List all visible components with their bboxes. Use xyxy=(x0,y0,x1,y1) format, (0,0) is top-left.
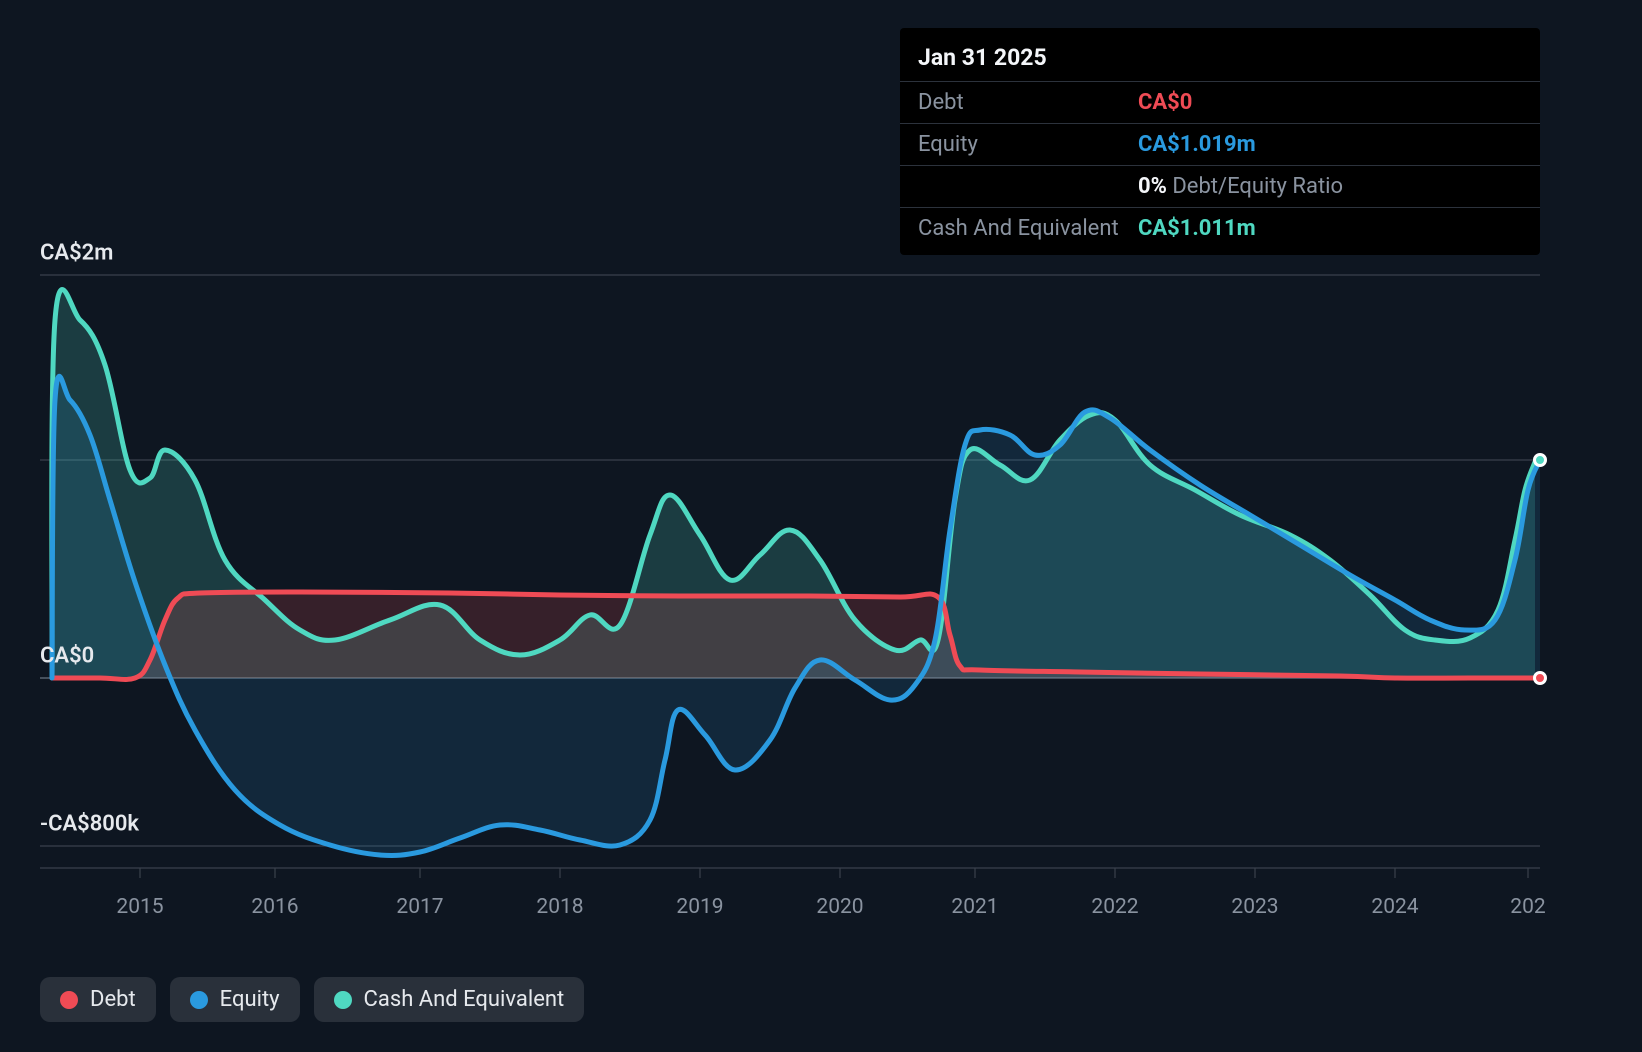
legend-item-equity[interactable]: Equity xyxy=(170,977,300,1022)
chart-legend: Debt Equity Cash And Equivalent xyxy=(40,977,584,1022)
tooltip-row: EquityCA$1.019m xyxy=(900,123,1540,165)
legend-item-debt[interactable]: Debt xyxy=(40,977,156,1022)
tooltip-row: Cash And EquivalentCA$1.011m xyxy=(900,207,1540,249)
equity-swatch-icon xyxy=(190,991,208,1009)
x-tick-label: 202 xyxy=(1510,895,1545,919)
x-tick-label: 2017 xyxy=(396,895,443,919)
debt-endpoint-dot xyxy=(1533,671,1547,685)
tooltip-row-value: CA$1.019m xyxy=(1138,132,1256,157)
legend-item-label: Equity xyxy=(220,987,280,1012)
x-tick-label: 2024 xyxy=(1371,895,1418,919)
cash-swatch-icon xyxy=(334,991,352,1009)
tooltip-row-label: Equity xyxy=(918,132,1138,157)
y-tick-label: CA$0 xyxy=(40,644,94,669)
legend-item-label: Cash And Equivalent xyxy=(364,987,565,1012)
x-tick-label: 2023 xyxy=(1231,895,1278,919)
y-tick-label: -CA$800k xyxy=(40,812,139,837)
chart-tooltip: Jan 31 2025 DebtCA$0EquityCA$1.019m0% De… xyxy=(900,28,1540,255)
tooltip-title: Jan 31 2025 xyxy=(900,38,1540,81)
x-tick-label: 2020 xyxy=(816,895,863,919)
y-tick-label: CA$2m xyxy=(40,241,113,266)
x-tick-label: 2019 xyxy=(676,895,723,919)
tooltip-row-label: Cash And Equivalent xyxy=(918,216,1138,241)
x-tick-label: 2018 xyxy=(536,895,583,919)
tooltip-row-value: CA$1.011m xyxy=(1138,216,1256,241)
financial-chart: CA$2m CA$0 -CA$800k 2015 2016 2017 2018 2019 20… xyxy=(0,0,1642,1052)
tooltip-row-label xyxy=(918,174,1138,199)
legend-item-label: Debt xyxy=(90,987,136,1012)
x-tick-label: 2016 xyxy=(251,895,298,919)
x-tick-label: 2022 xyxy=(1091,895,1138,919)
x-tick-label: 2021 xyxy=(951,895,998,919)
tooltip-row-label: Debt xyxy=(918,90,1138,115)
tooltip-row-note: 0% Debt/Equity Ratio xyxy=(1138,174,1343,199)
x-tick-label: 2015 xyxy=(116,895,163,919)
debt-swatch-icon xyxy=(60,991,78,1009)
cash-endpoint-dot xyxy=(1533,453,1547,467)
tooltip-row: DebtCA$0 xyxy=(900,81,1540,123)
legend-item-cash[interactable]: Cash And Equivalent xyxy=(314,977,585,1022)
tooltip-row: 0% Debt/Equity Ratio xyxy=(900,165,1540,207)
tooltip-row-value: CA$0 xyxy=(1138,90,1192,115)
